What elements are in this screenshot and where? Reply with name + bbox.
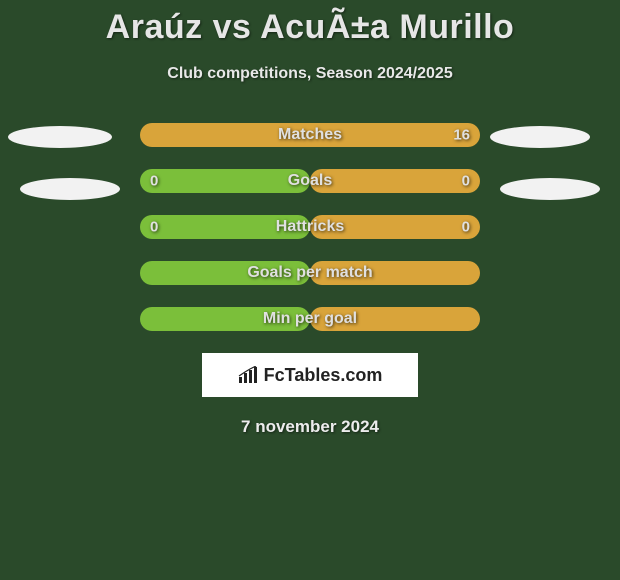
label-mpg: Min per goal — [263, 310, 357, 328]
label-matches: Matches — [278, 126, 342, 144]
bar-right-goals — [310, 169, 480, 193]
value-right-matches: 16 — [453, 127, 470, 144]
fctables-logo: FcTables.com — [238, 365, 383, 386]
logo-box: FcTables.com — [202, 353, 418, 397]
stat-row-goals-per-match: Goals per match — [140, 261, 480, 285]
player-photo-left-1 — [8, 126, 112, 148]
player-photo-left-2 — [20, 178, 120, 200]
label-hattricks: Hattricks — [276, 218, 344, 236]
bar-left-goals — [140, 169, 310, 193]
bar-chart-icon — [238, 366, 260, 384]
value-right-hattricks: 0 — [462, 219, 470, 236]
label-gpm: Goals per match — [247, 264, 372, 282]
stat-row-matches: Matches 16 — [140, 123, 480, 147]
stat-row-goals: 0 Goals 0 — [140, 169, 480, 193]
player-photo-right-2 — [500, 178, 600, 200]
page-title: Araúz vs AcuÃ±a Murillo — [0, 0, 620, 47]
value-right-goals: 0 — [462, 173, 470, 190]
comparison-content: Matches 16 0 Goals 0 0 Hattricks 0 Goals… — [0, 123, 620, 437]
page-subtitle: Club competitions, Season 2024/2025 — [0, 65, 620, 83]
value-left-hattricks: 0 — [150, 219, 158, 236]
player-photo-right-1 — [490, 126, 590, 148]
value-left-goals: 0 — [150, 173, 158, 190]
label-goals: Goals — [288, 172, 332, 190]
logo-prefix: Fc — [264, 365, 285, 385]
stat-row-hattricks: 0 Hattricks 0 — [140, 215, 480, 239]
logo-rest: Tables.com — [285, 365, 383, 385]
date-text: 7 november 2024 — [0, 417, 620, 437]
stat-row-min-per-goal: Min per goal — [140, 307, 480, 331]
